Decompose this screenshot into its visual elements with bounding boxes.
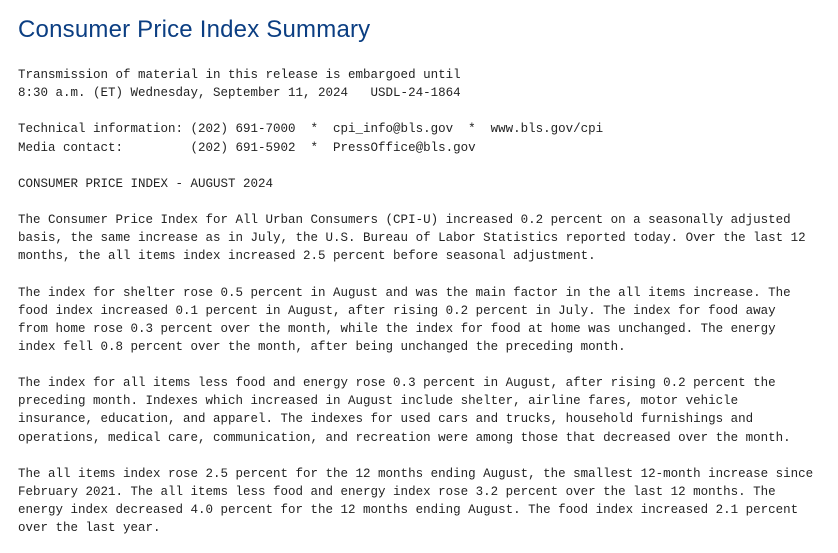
page-title: Consumer Price Index Summary	[18, 16, 820, 44]
release-body-text: Transmission of material in this release…	[18, 66, 820, 537]
